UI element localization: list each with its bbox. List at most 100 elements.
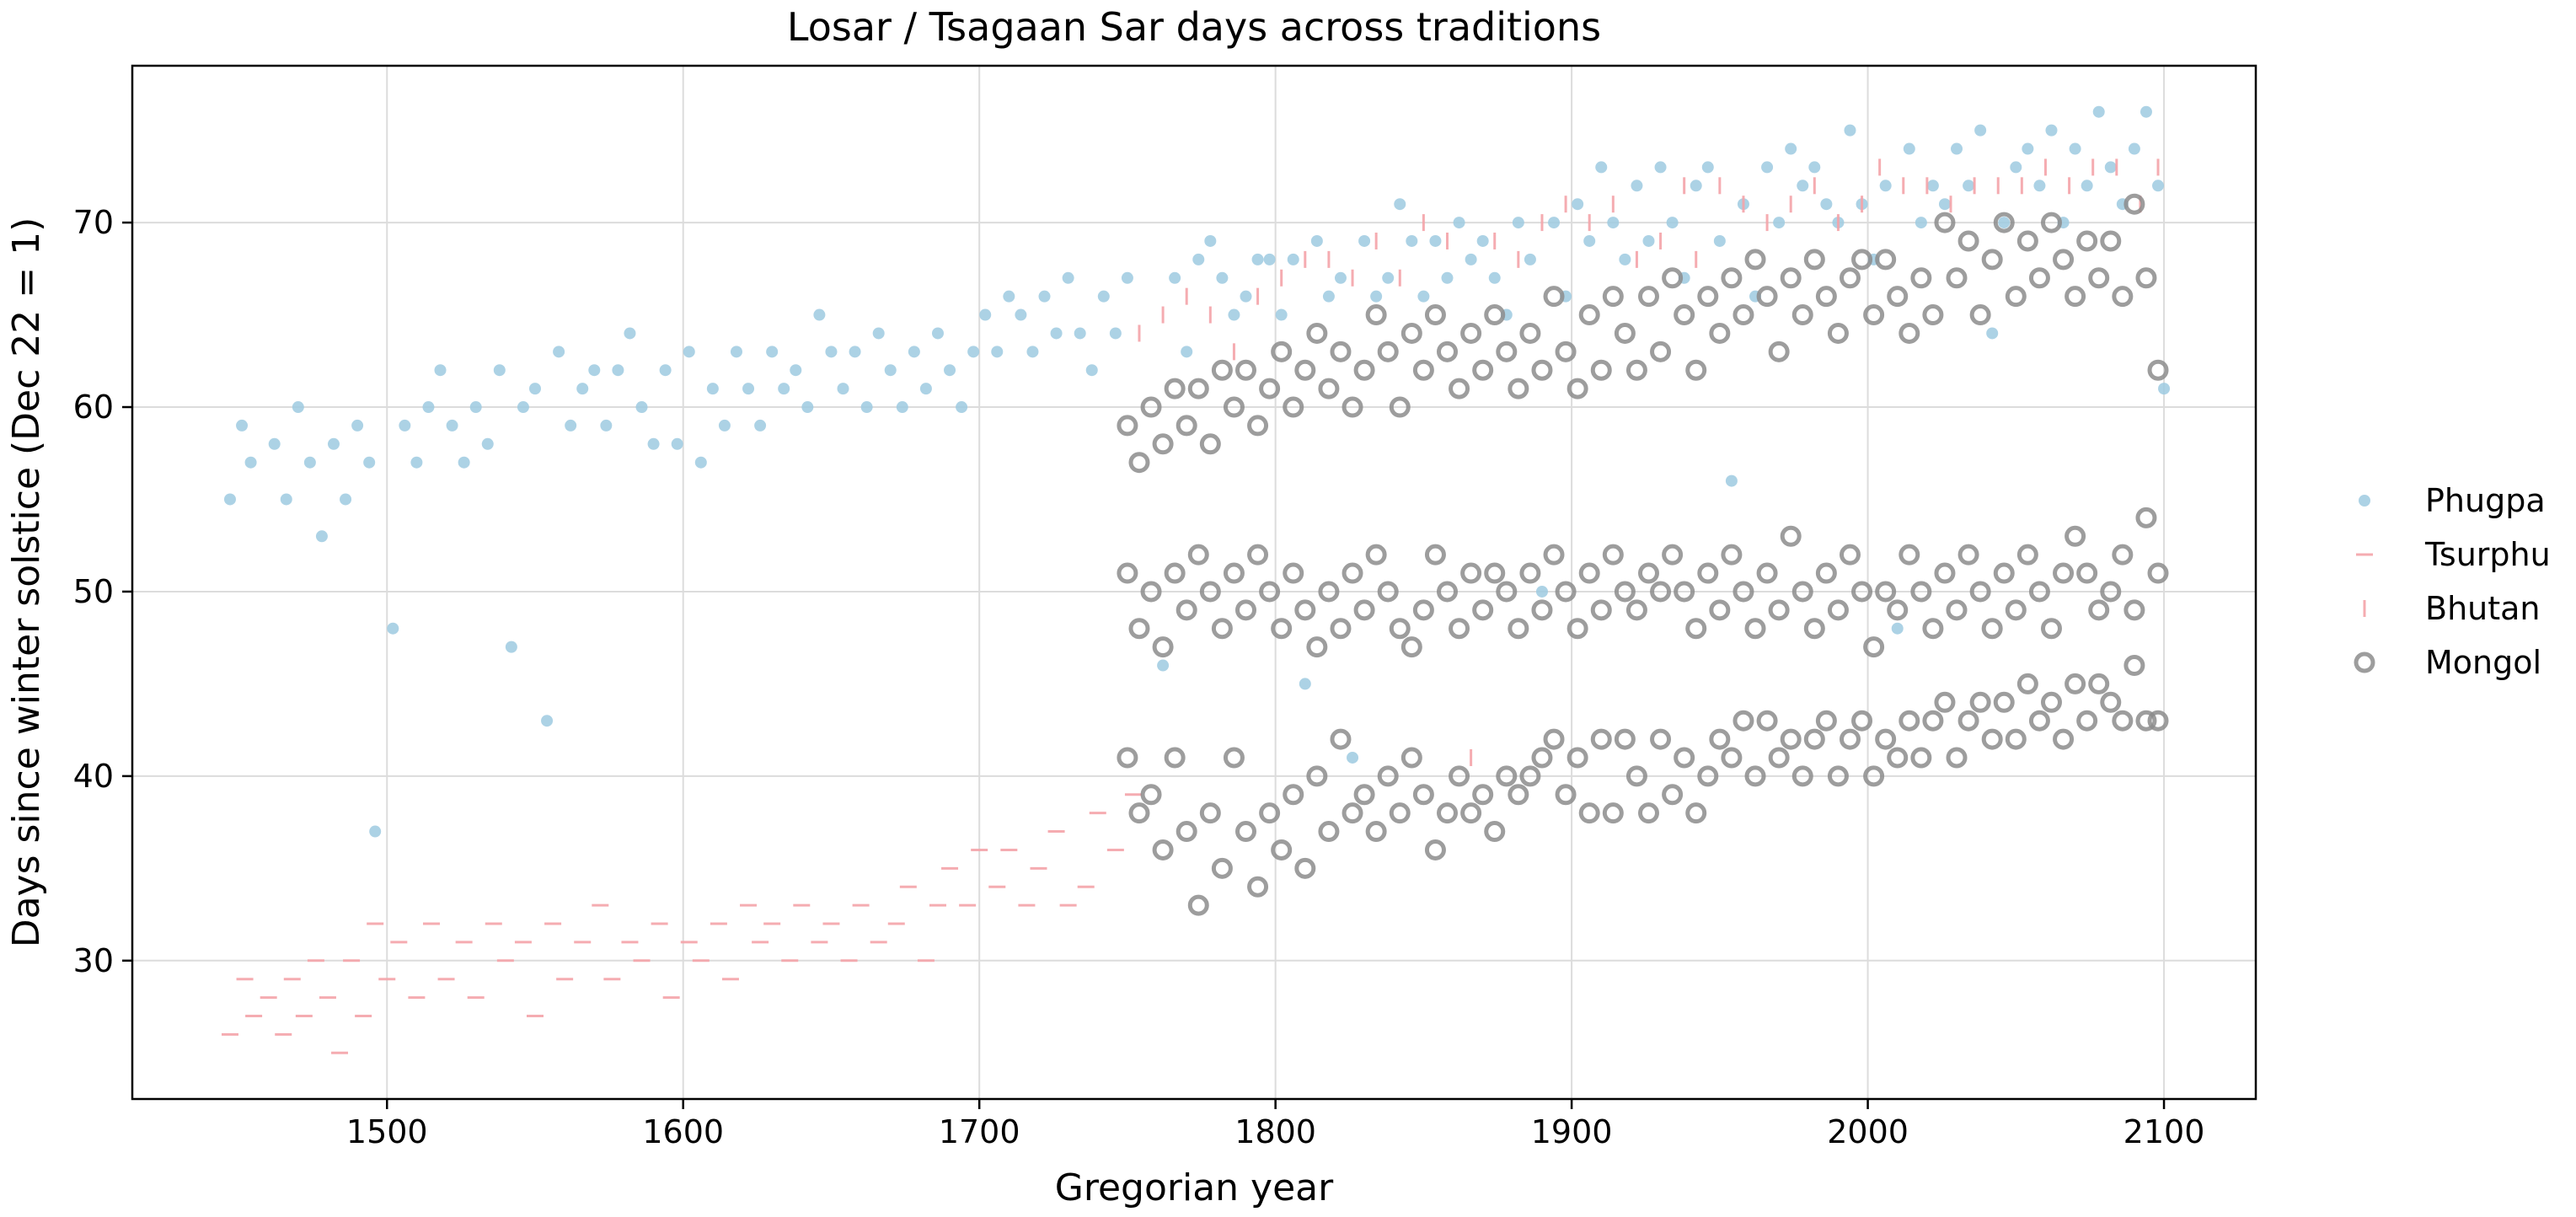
- mongol-point: [1271, 618, 1293, 640]
- mongol-point: [1259, 378, 1281, 399]
- mongol-point: [1614, 322, 1636, 344]
- phugpa-point: [671, 437, 683, 450]
- phugpa-point: [837, 383, 849, 395]
- mongol-point: [1839, 267, 1861, 289]
- mongol-point: [1662, 267, 1684, 289]
- phugpa-point: [2045, 124, 2058, 137]
- mongol-point: [1981, 728, 2003, 750]
- mongol-point: [1566, 747, 1588, 769]
- mongol-point: [1555, 340, 1577, 362]
- phugpa-point: [1038, 290, 1051, 303]
- mongol-point: [1508, 784, 1529, 806]
- mongol-point: [1637, 286, 1659, 308]
- mongol-point: [1531, 599, 1553, 621]
- mongol-point: [1543, 286, 1565, 308]
- phugpa-point: [635, 401, 648, 414]
- phugpa-point: [1963, 180, 1975, 192]
- phugpa-point: [979, 308, 992, 321]
- series-mongol: [1117, 193, 2169, 916]
- x-tick-label: 2100: [2123, 1113, 2205, 1150]
- phugpa-point: [1181, 346, 1193, 358]
- mongol-point: [1756, 562, 1778, 584]
- mongol-point: [1993, 562, 2015, 584]
- mongol-point: [1744, 618, 1766, 640]
- mongol-point: [1733, 304, 1754, 326]
- mongol-point: [1709, 322, 1731, 344]
- mongol-point: [1650, 581, 1672, 603]
- mongol-point: [1424, 839, 1446, 860]
- mongol-point: [1957, 544, 1979, 566]
- y-tick-label: 60: [73, 389, 114, 426]
- mongol-point: [1389, 802, 1411, 824]
- mongol-point: [1697, 765, 1719, 787]
- mongol-point: [1625, 765, 1647, 787]
- phugpa-point: [369, 825, 382, 838]
- phugpa-point: [1192, 253, 1205, 265]
- phugpa-point: [1394, 198, 1406, 211]
- mongol-point: [1437, 581, 1459, 603]
- phugpa-point: [1891, 622, 1904, 635]
- mongol-point: [1946, 267, 1968, 289]
- phugpa-point: [1216, 271, 1229, 284]
- mongol-point: [2076, 710, 2098, 732]
- mongol-point: [1863, 636, 1885, 658]
- phugpa-point: [718, 419, 731, 432]
- mongol-point: [2053, 728, 2075, 750]
- mongol-point: [1780, 525, 1802, 547]
- phugpa-point: [944, 364, 956, 377]
- phugpa-point: [2069, 142, 2081, 155]
- phugpa-point: [1441, 271, 1454, 284]
- mongol-point: [1424, 544, 1446, 566]
- mongol-point: [1199, 433, 1221, 455]
- mongol-point: [1211, 857, 1233, 879]
- mongol-point: [1531, 359, 1553, 381]
- mongol-point: [2123, 193, 2145, 215]
- phugpa-point: [2022, 142, 2034, 155]
- phugpa-point: [223, 493, 236, 506]
- mongol-point: [1803, 728, 1825, 750]
- mongol-point: [1910, 581, 1932, 603]
- mongol-point: [1899, 710, 1920, 732]
- mongol-point: [1709, 728, 1731, 750]
- phugpa-point: [1642, 234, 1655, 247]
- mongol-point: [1176, 821, 1197, 843]
- phugpa-point: [1986, 327, 1999, 340]
- mongol-point: [1969, 691, 1991, 713]
- phugpa-point: [647, 437, 660, 450]
- phugpa-point: [1334, 271, 1347, 284]
- mongol-point: [1887, 747, 1909, 769]
- mongol-point: [1449, 378, 1470, 399]
- x-tick-label: 1600: [642, 1113, 724, 1150]
- phugpa-point: [1003, 290, 1015, 303]
- phugpa-point: [1370, 290, 1383, 303]
- mongol-point: [2112, 710, 2134, 732]
- mongol-point: [1981, 618, 2003, 640]
- x-tick-label: 1500: [346, 1113, 428, 1150]
- mongol-point: [1863, 765, 1885, 787]
- grid-layer: [132, 66, 2256, 1099]
- mongol-point: [1389, 618, 1411, 640]
- chart-title: Losar / Tsagaan Sar days across traditio…: [787, 4, 1601, 50]
- series-tsurphu: [221, 793, 1142, 1054]
- mongol-point: [2005, 728, 2027, 750]
- mongol-point: [2016, 673, 2038, 694]
- mongol-point: [1922, 710, 1944, 732]
- phugpa-point: [600, 419, 613, 432]
- mongol-point: [2088, 267, 2110, 289]
- phugpa-point: [931, 327, 944, 340]
- mongol-point: [1993, 212, 2015, 233]
- mongol-point: [1235, 821, 1257, 843]
- mongol-point: [1969, 581, 1991, 603]
- mongol-point: [1460, 322, 1482, 344]
- mongol-point: [2028, 267, 2050, 289]
- phugpa-point: [387, 622, 399, 635]
- phugpa-point: [1761, 161, 1774, 174]
- phugpa-point: [801, 401, 814, 414]
- mongol-point: [2040, 212, 2062, 233]
- mongol-point: [1756, 710, 1778, 732]
- mongol-point: [1223, 562, 1245, 584]
- mongol-point: [1590, 359, 1612, 381]
- mongol-point: [1164, 378, 1186, 399]
- phugpa-point: [1666, 217, 1679, 229]
